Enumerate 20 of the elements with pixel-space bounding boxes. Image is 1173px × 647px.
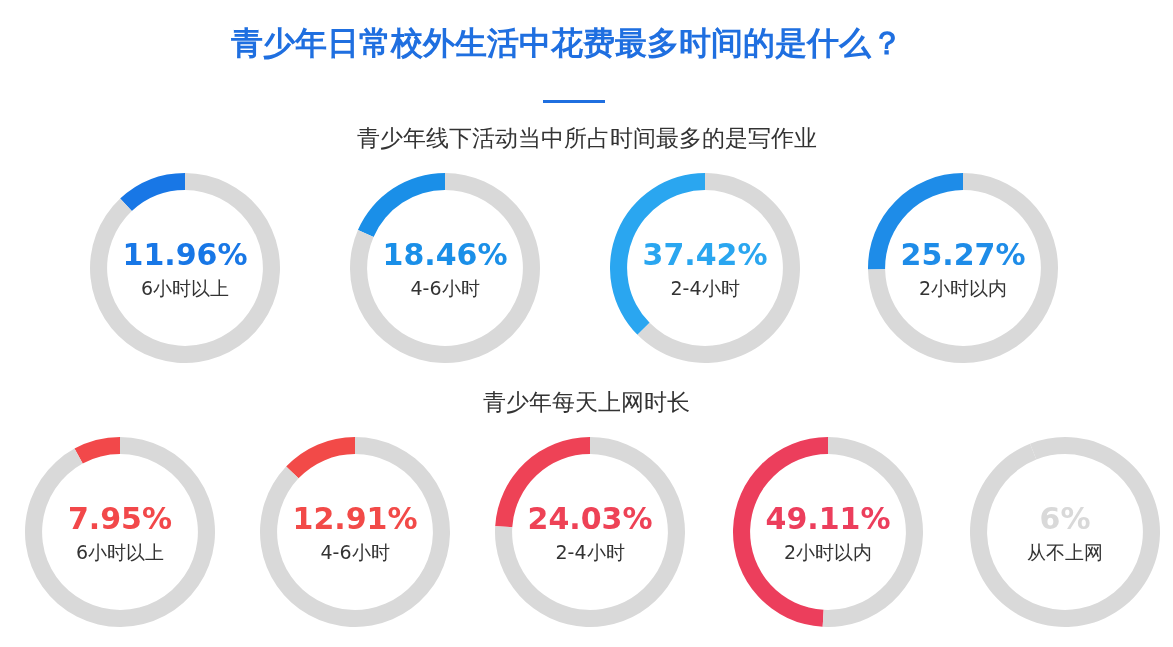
slice-label: 从不上网	[1027, 541, 1103, 563]
slice-label: 2-4小时	[670, 277, 740, 299]
data-label: 7.95%	[67, 500, 173, 536]
data-label: 37.42%	[642, 236, 768, 272]
slice-label: 6小时以上	[75, 541, 165, 563]
slice-label: 2小时以内	[918, 277, 1008, 299]
data-label: 11.96%	[122, 236, 248, 272]
data-label: 12.91%	[292, 500, 418, 536]
data-label: 49.11%	[765, 500, 891, 536]
slice-label: 2小时以内	[783, 541, 873, 563]
slice-label: 4-6小时	[410, 277, 480, 299]
data-label: 24.03%	[527, 500, 653, 536]
slice-label: 6小时以上	[140, 277, 230, 299]
text: 青少年日常校外生活中花费最多时间的是什么？	[229, 23, 904, 64]
slice-label: 2-4小时	[555, 541, 625, 563]
data-label: 18.46%	[382, 236, 508, 272]
data-label: 25.27%	[900, 236, 1026, 272]
chart-subtitle: 青少年每天上网时长	[482, 388, 691, 417]
slice-label: 4-6小时	[320, 541, 390, 563]
text: 青少年线下活动当中所占时间最多的是写作业	[355, 124, 818, 153]
